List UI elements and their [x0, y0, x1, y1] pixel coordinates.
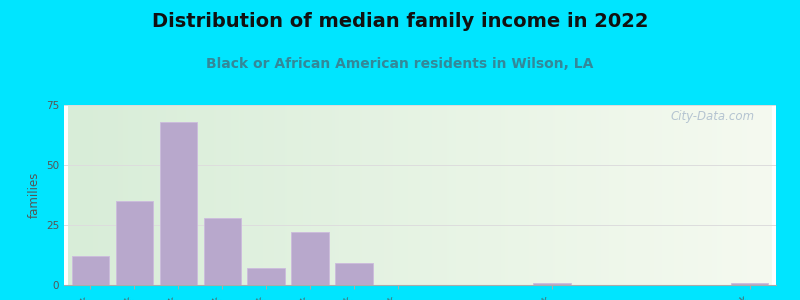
Bar	[72, 256, 109, 285]
Bar	[533, 283, 570, 285]
Y-axis label: families: families	[27, 172, 40, 218]
Text: Black or African American residents in Wilson, LA: Black or African American residents in W…	[206, 57, 594, 71]
Bar	[247, 268, 285, 285]
Text: Distribution of median family income in 2022: Distribution of median family income in …	[152, 12, 648, 31]
Bar	[116, 201, 153, 285]
Bar	[291, 232, 329, 285]
Bar	[159, 122, 197, 285]
Bar	[203, 218, 241, 285]
Text: City-Data.com: City-Data.com	[670, 110, 754, 123]
Bar	[731, 283, 768, 285]
Bar	[335, 263, 373, 285]
